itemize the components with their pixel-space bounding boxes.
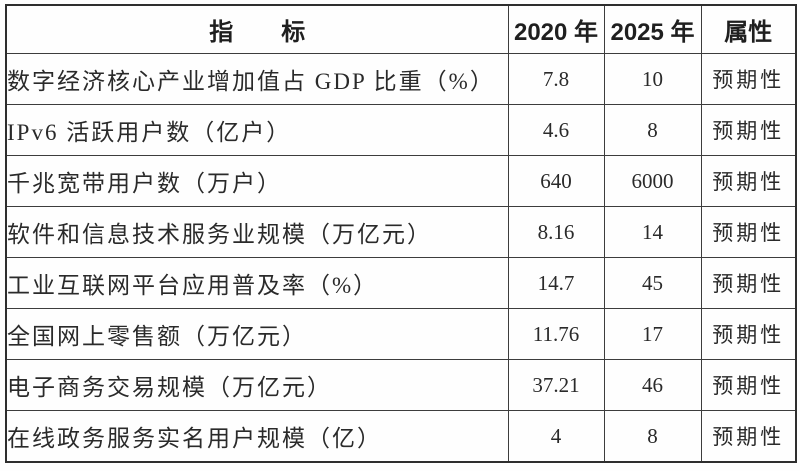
value-2025-cell: 10 bbox=[603, 53, 702, 105]
indicator-cell: 软件和信息技术服务业规模（万亿元） bbox=[5, 206, 509, 258]
indicator-cell: 千兆宽带用户数（万户） bbox=[5, 155, 509, 207]
value-2020-cell: 640 bbox=[507, 155, 605, 207]
header-2020: 2020 年 bbox=[507, 4, 605, 54]
attribute-cell: 预期性 bbox=[700, 104, 797, 156]
attribute-cell: 预期性 bbox=[700, 308, 797, 360]
table-row: 在线政务服务实名用户规模（亿） 4 8 预期性 bbox=[5, 410, 797, 463]
attribute-cell: 预期性 bbox=[700, 257, 797, 309]
table-row: 数字经济核心产业增加值占 GDP 比重（%） 7.8 10 预期性 bbox=[5, 53, 797, 105]
value-2025-cell: 14 bbox=[603, 206, 702, 258]
table-row: 全国网上零售额（万亿元） 11.76 17 预期性 bbox=[5, 308, 797, 360]
value-2025-cell: 6000 bbox=[603, 155, 702, 207]
indicator-cell: 工业互联网平台应用普及率（%） bbox=[5, 257, 509, 309]
indicator-cell: 数字经济核心产业增加值占 GDP 比重（%） bbox=[5, 53, 509, 105]
table-header-row: 指 标 2020 年 2025 年 属性 bbox=[5, 4, 797, 54]
value-2025-cell: 8 bbox=[603, 104, 702, 156]
value-2020-cell: 11.76 bbox=[507, 308, 605, 360]
indicators-table: 指 标 2020 年 2025 年 属性 数字经济核心产业增加值占 GDP 比重… bbox=[5, 4, 797, 463]
header-indicator: 指 标 bbox=[5, 4, 509, 54]
indicators-table-wrapper: 指 标 2020 年 2025 年 属性 数字经济核心产业增加值占 GDP 比重… bbox=[5, 4, 797, 463]
value-2020-cell: 8.16 bbox=[507, 206, 605, 258]
value-2020-cell: 37.21 bbox=[507, 359, 605, 411]
indicator-cell: 全国网上零售额（万亿元） bbox=[5, 308, 509, 360]
value-2020-cell: 7.8 bbox=[507, 53, 605, 105]
indicator-cell: 电子商务交易规模（万亿元） bbox=[5, 359, 509, 411]
indicator-cell: 在线政务服务实名用户规模（亿） bbox=[5, 410, 509, 463]
value-2020-cell: 4 bbox=[507, 410, 605, 463]
table-row: 软件和信息技术服务业规模（万亿元） 8.16 14 预期性 bbox=[5, 206, 797, 258]
header-attribute: 属性 bbox=[700, 4, 797, 54]
value-2020-cell: 14.7 bbox=[507, 257, 605, 309]
attribute-cell: 预期性 bbox=[700, 53, 797, 105]
value-2025-cell: 46 bbox=[603, 359, 702, 411]
attribute-cell: 预期性 bbox=[700, 206, 797, 258]
value-2025-cell: 45 bbox=[603, 257, 702, 309]
indicator-cell: IPv6 活跃用户数（亿户） bbox=[5, 104, 509, 156]
attribute-cell: 预期性 bbox=[700, 359, 797, 411]
value-2020-cell: 4.6 bbox=[507, 104, 605, 156]
table-row: 千兆宽带用户数（万户） 640 6000 预期性 bbox=[5, 155, 797, 207]
header-2025: 2025 年 bbox=[603, 4, 702, 54]
value-2025-cell: 8 bbox=[603, 410, 702, 463]
table-row: 电子商务交易规模（万亿元） 37.21 46 预期性 bbox=[5, 359, 797, 411]
attribute-cell: 预期性 bbox=[700, 155, 797, 207]
value-2025-cell: 17 bbox=[603, 308, 702, 360]
table-row: 工业互联网平台应用普及率（%） 14.7 45 预期性 bbox=[5, 257, 797, 309]
table-row: IPv6 活跃用户数（亿户） 4.6 8 预期性 bbox=[5, 104, 797, 156]
attribute-cell: 预期性 bbox=[700, 410, 797, 463]
